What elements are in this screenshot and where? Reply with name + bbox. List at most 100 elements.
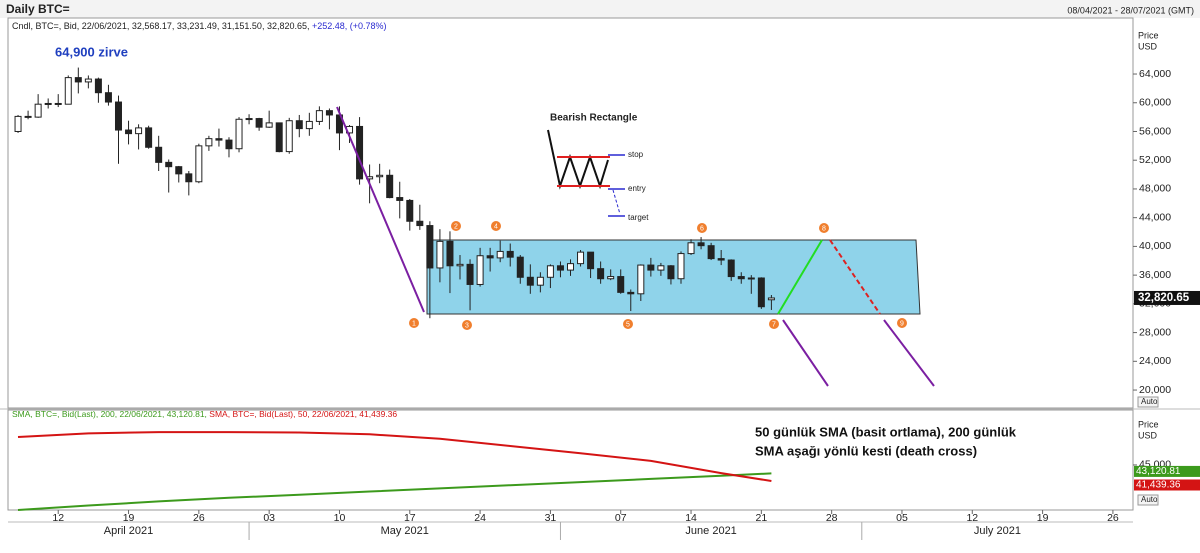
candle-body [556,265,564,271]
legend: Cndl, BTC=, Bid, 22/06/2021, 32,568.17, … [12,21,387,31]
peak-note: 64,900 zirve [55,44,128,59]
x-tick-label: 17 [404,512,416,524]
y-tick-label: 44,000 [1139,211,1171,223]
candle-body [325,110,333,116]
trend-line [336,106,425,313]
candle-body [14,115,22,132]
candle-body [195,145,203,183]
target-path [612,189,621,215]
y-axis-label: USD [1138,430,1158,440]
x-tick-label: 12 [966,512,978,524]
y-tick-label: 24,000 [1139,355,1171,367]
value-tag-label: 43,120.81 [1136,466,1181,477]
wave-marker [491,221,501,231]
candle-body [205,138,213,147]
auto-label[interactable]: Auto [1141,495,1158,504]
month-label: May 2021 [381,525,429,537]
candle-body [114,101,122,131]
x-tick-label: 19 [123,512,135,524]
candle-body [607,276,615,280]
x-tick-label: 03 [263,512,275,524]
candle-body [245,118,253,121]
candle-body [767,297,775,301]
title-bar [0,0,1200,18]
x-tick-label: 28 [826,512,838,524]
sma-panel [7,409,1134,511]
candle-body [687,242,695,255]
candle-body [165,161,173,168]
candle-body [587,251,595,270]
month-label: June 2021 [685,525,736,537]
x-tick-label: 26 [1107,512,1119,524]
y-axis-label: USD [1138,41,1158,51]
candle-body [265,122,273,128]
candle-body [376,174,384,178]
x-tick-label: 12 [52,512,64,524]
candle-body [255,118,263,128]
candle-body [386,174,394,199]
candle-body [24,115,32,118]
candle-body [677,253,685,280]
candle-body [44,102,52,105]
x-tick-label: 24 [474,512,486,524]
target-label: target [628,213,649,222]
candle-body [235,118,243,150]
wave-label: 3 [465,322,469,329]
wave-marker [769,319,779,329]
candle-body [396,197,404,201]
y-axis-label: Price [1138,419,1159,429]
auto-button[interactable] [1137,494,1159,506]
wave-label: 4 [494,223,498,230]
x-tick-label: 19 [1037,512,1049,524]
wave-label: 6 [700,225,704,232]
candle-body [446,240,454,267]
wave-marker [697,223,707,233]
candle-body [617,276,625,293]
x-tick-label: 05 [896,512,908,524]
month-label: April 2021 [104,525,154,537]
change-text: +252.48, (+0.78%) [312,21,387,31]
candle-body [637,264,645,295]
candle-body [416,220,424,227]
y-axis-label: Price [1138,30,1159,40]
candle-body [717,258,725,261]
candle-body [747,277,755,280]
value-tag [1134,479,1200,491]
candle-body [506,250,514,258]
y-tick-label: 48,000 [1139,183,1171,195]
wave-marker [897,318,907,328]
note: SMA aşağı yönlü kesti (death cross) [755,443,977,458]
candle-body [627,291,635,295]
value-tag [1134,465,1200,477]
candles [14,67,775,319]
y-tick-label: 52,000 [1139,154,1171,166]
candle-body [456,263,464,267]
candle-body [225,139,233,150]
candle-body [74,77,82,83]
projection-up [777,239,823,315]
candle-body [567,263,574,271]
candle-body [426,225,434,269]
sma-line [17,431,772,482]
wave-label: 7 [772,321,776,328]
candle-body [34,103,42,118]
sma-legend: SMA, BTC=, Bid(Last), 200, 22/06/2021, 4… [12,409,397,419]
wave-marker [451,221,461,231]
month-label: July 2021 [974,525,1021,537]
candle-body [406,199,414,222]
wave-marker [623,319,633,329]
wave-label: 2 [454,223,458,230]
candle-body [135,127,143,135]
candle-body [667,265,675,280]
sma-line [17,472,772,511]
candle-body [175,166,183,175]
projection-line [883,319,935,387]
projection-line [782,319,829,387]
candle-body [496,250,504,259]
last-price-tag [1134,290,1200,305]
x-tick-label: 21 [756,512,768,524]
auto-button[interactable] [1137,396,1159,408]
candle-body [285,120,293,153]
auto-label[interactable]: Auto [1141,397,1158,406]
